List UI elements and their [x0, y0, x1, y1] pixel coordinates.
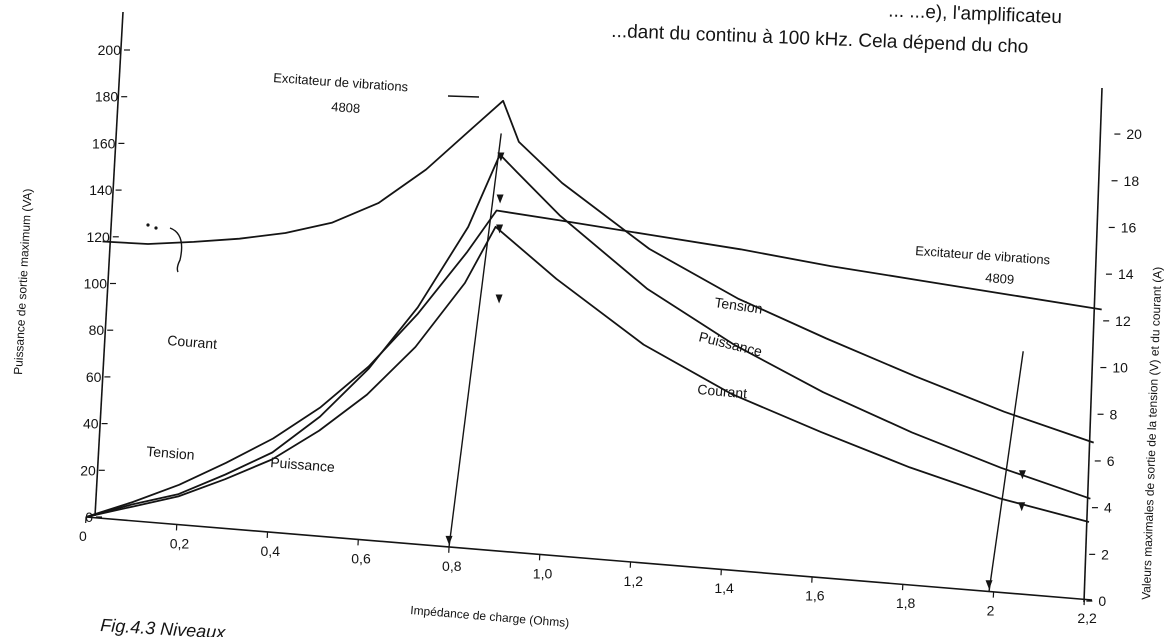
x-tick-label: 0,8 — [442, 558, 462, 574]
x-tick-group: 0 0,2 0,4 0,6 0,8 1,0 1,2 1,4 1,6 1,8 2 2,2 — [79, 516, 1097, 626]
marker-arrow-4808 — [445, 535, 453, 545]
right-y-axis-title: Valeurs maximales de sortie de la tensio… — [1139, 267, 1165, 601]
marker-arrow-4808 — [496, 224, 504, 234]
x-tick-label: 1,0 — [533, 565, 553, 581]
x-tick-label: 1,8 — [896, 595, 916, 611]
marker-line-4808 — [448, 133, 502, 547]
label-courant-left: Courant — [167, 332, 218, 352]
right-y-tick-label: 0 — [1098, 593, 1106, 609]
figure-caption: Fig.4.3 Niveaux ... — [100, 615, 246, 637]
left-y-tick-label: 60 — [86, 369, 102, 385]
left-y-tick-label: 40 — [83, 416, 99, 432]
marker-arrow-4808 — [495, 294, 503, 304]
annotation-4808-leader — [447, 95, 480, 98]
curve-group — [85, 99, 1102, 523]
x-tick-label: 0,4 — [261, 543, 281, 559]
curve-tension — [85, 209, 1102, 518]
left-y-tick-label: 180 — [95, 89, 119, 105]
x-tick-label: 1,4 — [714, 580, 734, 596]
right-y-tick-label: 14 — [1118, 266, 1134, 282]
x-tick-label: 2 — [987, 603, 995, 619]
left-y-tick-label: 20 — [80, 462, 96, 478]
right-y-tick-label: 6 — [1107, 453, 1115, 469]
label-courant-right: Courant — [697, 381, 748, 401]
right-y-tick-label: 8 — [1110, 406, 1118, 422]
marker-line-4809 — [988, 351, 1024, 592]
right-y-tick-label: 18 — [1124, 173, 1140, 189]
right-y-tick-label: 2 — [1101, 546, 1109, 562]
right-y-tick-label: 16 — [1121, 219, 1137, 235]
left-y-axis — [94, 11, 124, 517]
label-tension-right: Tension — [714, 294, 764, 317]
right-y-tick-label: 20 — [1126, 126, 1142, 142]
right-y-tick-group: 0 2 4 6 8 10 12 14 16 18 20 — [1086, 126, 1142, 609]
left-y-axis-title: Puissance de sortie maximum (VA) — [11, 188, 35, 375]
left-y-tick-label: 140 — [89, 182, 113, 198]
annotation-4808-title: Excitateur de vibrations — [273, 70, 409, 94]
annotation-4808-model: 4808 — [331, 99, 361, 116]
marker-arrow-4809 — [985, 580, 993, 590]
marker-arrow-4809 — [1018, 470, 1026, 480]
label-tension-left: Tension — [146, 443, 195, 463]
right-y-tick-label: 4 — [1104, 500, 1112, 516]
right-y-tick-label: 12 — [1115, 313, 1131, 329]
left-y-tick-label: 160 — [92, 135, 116, 151]
x-tick-label: 1,2 — [624, 573, 644, 589]
left-y-tick-label: 80 — [89, 322, 105, 338]
x-tick-label: 1,6 — [805, 588, 825, 604]
marker-line-group — [445, 133, 1026, 592]
annotation-4809-title: Excitateur de vibrations — [915, 243, 1051, 267]
right-y-axis — [1083, 87, 1103, 603]
top-text-line-1: ... ...e), l'amplificateu — [888, 0, 1062, 28]
curve-puissance — [85, 225, 1090, 523]
annotation-4809-model: 4809 — [985, 270, 1015, 287]
x-axis-title: Impédance de charge (Ohms) — [410, 603, 570, 630]
curve-puissance-upper — [85, 153, 1091, 518]
x-axis — [85, 516, 1093, 601]
label-puissance-right: Puissance — [697, 328, 764, 359]
marker-arrow-4809 — [1018, 502, 1026, 512]
label-puissance-left: Puissance — [270, 454, 336, 475]
x-tick-label: 0,6 — [351, 550, 371, 566]
x-tick-label: 2,2 — [1077, 610, 1097, 626]
handwritten-mark — [169, 227, 183, 273]
ink-dot — [146, 223, 150, 227]
top-text-line-2: ...dant du continu à 100 kHz. Cela dépen… — [611, 21, 1029, 58]
left-y-tick-label: 100 — [84, 276, 108, 292]
curve-courant — [102, 99, 1094, 444]
ink-dot — [154, 226, 158, 230]
marker-arrow-4808 — [496, 194, 504, 204]
x-tick-label: 0,2 — [170, 535, 190, 551]
x-tick-label: 0 — [79, 528, 87, 544]
marker-arrow-4808 — [497, 152, 505, 162]
left-y-tick-label: 200 — [98, 42, 122, 58]
right-y-tick-label: 10 — [1112, 360, 1128, 376]
